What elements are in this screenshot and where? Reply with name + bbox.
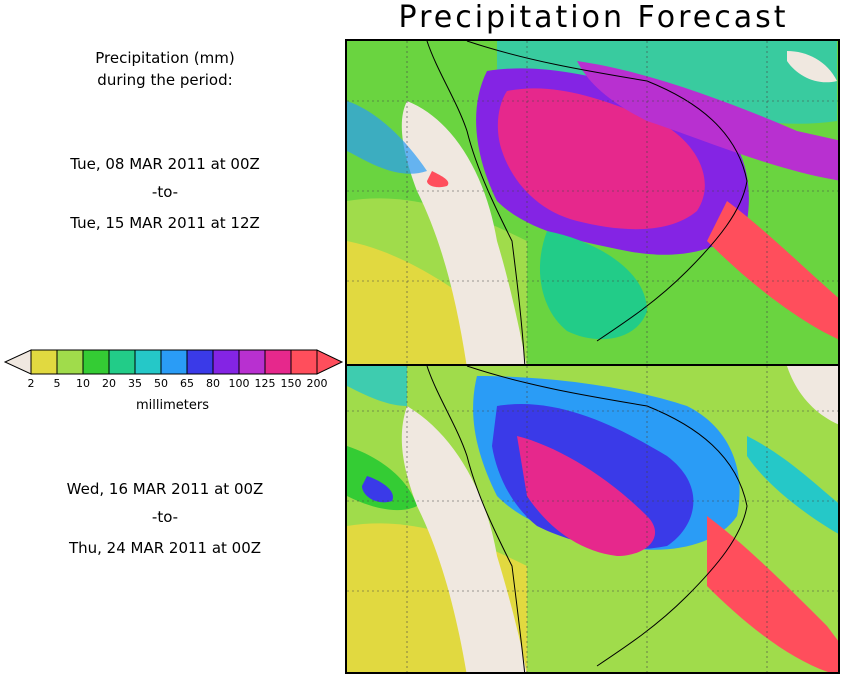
legend-unit-label: millimeters [136, 398, 209, 413]
legend-swatch [56, 349, 84, 375]
legend-swatch [290, 349, 318, 375]
legend-swatch [30, 349, 58, 375]
legend-swatch [212, 349, 240, 375]
color-legend: 2 5 10 20 35 50 65 80 100 125 150 200 millimeters [0, 346, 345, 416]
period2-end: Thu, 24 MAR 2011 at 00Z [68, 539, 262, 557]
legend-swatch [238, 349, 266, 375]
precip-map-period2 [347, 366, 838, 672]
legend-tick-label: 5 [53, 377, 61, 390]
legend-tick-labels: 2 5 10 20 35 50 65 80 100 125 150 200 [0, 377, 345, 393]
period-header: Precipitation (mm) during the period: [0, 47, 330, 91]
legend-swatch [186, 349, 214, 375]
period2-separator: -to- [151, 508, 179, 526]
legend-tick-label: 50 [154, 377, 168, 390]
legend-swatch [134, 349, 162, 375]
period1-separator: -to- [151, 183, 179, 201]
header-line1: Precipitation (mm) [95, 49, 235, 67]
legend-swatch [82, 349, 110, 375]
legend-arrow-high [316, 349, 344, 375]
precip-map-period1 [347, 41, 838, 364]
legend-tick-label: 100 [228, 377, 250, 390]
legend-tick-label: 65 [180, 377, 194, 390]
legend-tick-label: 35 [128, 377, 142, 390]
map-period1 [345, 39, 840, 366]
header-line2: during the period: [97, 71, 233, 89]
legend-tick-label: 150 [280, 377, 302, 390]
page-title: Precipitation Forecast [398, 0, 789, 35]
legend-tick-label: 125 [254, 377, 276, 390]
legend-swatch [264, 349, 292, 375]
legend-colorbar [3, 349, 344, 375]
legend-arrow-low [3, 349, 32, 375]
legend-tick-label: 10 [76, 377, 90, 390]
period1-start: Tue, 08 MAR 2011 at 00Z [70, 155, 260, 173]
legend-tick-label: 20 [102, 377, 116, 390]
legend-tick-label: 2 [27, 377, 35, 390]
period2-start: Wed, 16 MAR 2011 at 00Z [66, 480, 264, 498]
legend-swatch [160, 349, 188, 375]
legend-swatch [108, 349, 136, 375]
legend-tick-label: 200 [306, 377, 328, 390]
legend-tick-label: 80 [206, 377, 220, 390]
map-period2 [345, 364, 840, 674]
period1-end: Tue, 15 MAR 2011 at 12Z [70, 214, 260, 232]
